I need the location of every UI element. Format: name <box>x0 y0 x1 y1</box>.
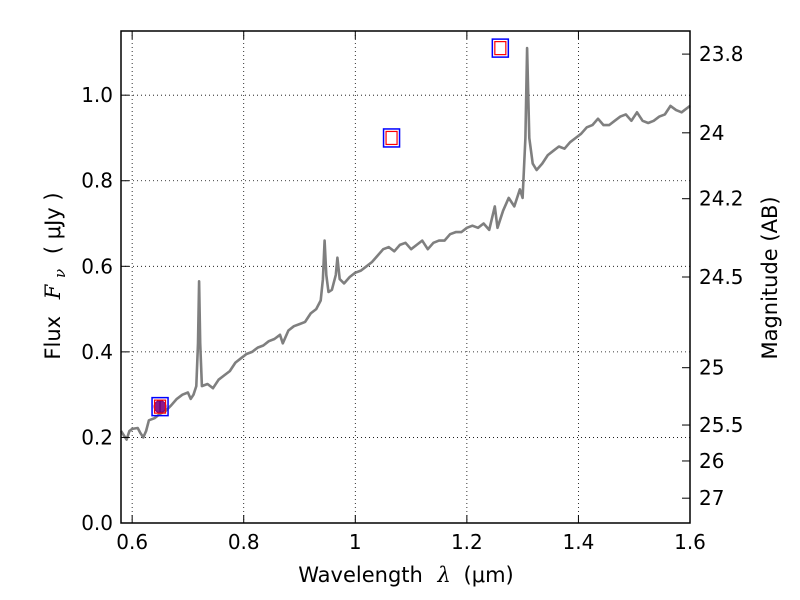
y-axis-label-subscript: ν <box>51 269 69 278</box>
spectrum-line <box>119 46 691 441</box>
y2-tick-label: 24.2 <box>699 187 744 211</box>
x-tick-label: 0.8 <box>228 530 260 554</box>
y2-tick-label: 23.8 <box>699 42 744 66</box>
x-tick-label: 1.6 <box>674 530 706 554</box>
grid <box>121 31 691 524</box>
model-box-outer <box>382 128 401 148</box>
observed-marker <box>153 400 167 414</box>
model-box-inner <box>385 130 398 146</box>
observed-photometry-point <box>151 396 169 417</box>
y2-axis-label: Magnitude (AB) <box>758 196 782 359</box>
model-box-outer <box>151 396 169 417</box>
x-axis-label-text: Wavelength <box>298 563 423 587</box>
y-tick-label: 1.0 <box>81 83 113 107</box>
x-tick-label: 1.4 <box>563 530 595 554</box>
y-axis-label-symbol: F <box>41 283 65 300</box>
y-tick-label: 0.4 <box>81 340 113 364</box>
y2-tick-label: 25.5 <box>699 413 744 437</box>
y2-tick-label: 25 <box>699 356 724 380</box>
x-tick-label: 1 <box>349 530 362 554</box>
x-axis-label: Wavelength λ (μm) <box>298 563 513 587</box>
x-axis-label-symbol: λ <box>437 563 451 587</box>
y-tick-label: 0.2 <box>81 425 113 449</box>
model-photometry-point <box>491 38 510 58</box>
model-box-inner <box>494 41 507 56</box>
y-axis-ticks: 0.0 0.2 0.4 0.6 0.8 1.0 <box>81 83 129 535</box>
model-photometry-point <box>382 128 401 148</box>
photometry-markers <box>151 38 510 417</box>
y-tick-label: 0.0 <box>81 511 113 535</box>
y-axis-label: Flux F ν ( μJy ) <box>41 192 70 359</box>
y-tick-label: 0.6 <box>81 254 113 278</box>
x-axis-label-unit: (μm) <box>464 563 514 587</box>
y2-tick-label: 26 <box>699 449 724 473</box>
y-tick-label: 0.8 <box>81 169 113 193</box>
model-box-outer <box>491 38 510 58</box>
plot-frame <box>120 30 691 524</box>
y-axis-label-text: Flux <box>41 316 65 360</box>
y2-tick-label: 27 <box>699 486 724 510</box>
x-tick-label: 1.2 <box>451 530 483 554</box>
x-tick-label: 0.6 <box>116 530 148 554</box>
spectrum-series <box>119 46 691 441</box>
y2-tick-label: 24.5 <box>699 265 744 289</box>
y2-axis-ticks: 23.8 24 24.2 24.5 25 25.5 26 27 <box>682 42 744 510</box>
x-axis-ticks: 0.6 0.8 1 1.2 1.4 1.6 <box>116 31 706 554</box>
y2-tick-label: 24 <box>699 121 724 145</box>
y-axis-label-unit: ( μJy ) <box>41 192 65 254</box>
model-box-inner <box>153 399 167 414</box>
